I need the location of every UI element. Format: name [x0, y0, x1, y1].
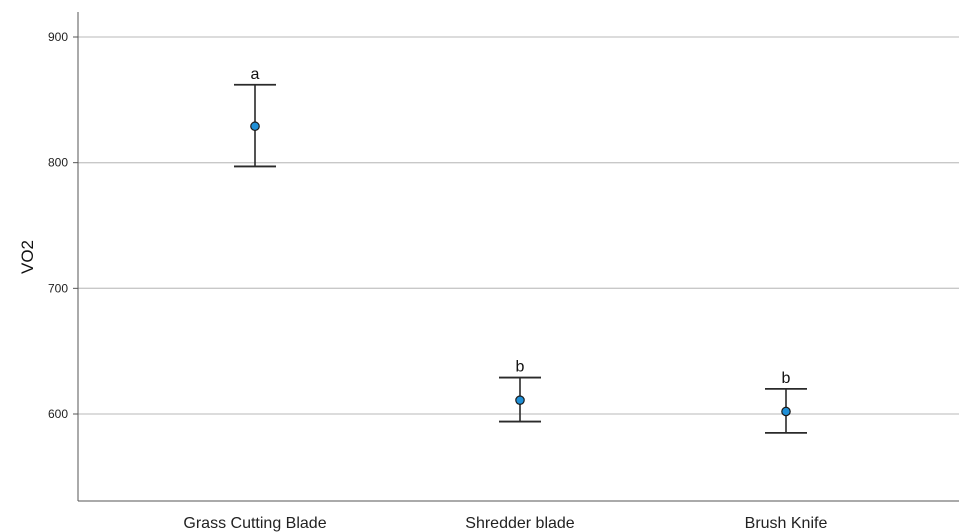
data-marks: a b b: [234, 66, 807, 434]
significance-letter: b: [782, 370, 791, 387]
x-tick-label: Shredder blade: [465, 515, 575, 532]
significance-letter: a: [251, 66, 260, 83]
y-axis-title: VO2: [18, 240, 37, 274]
significance-letter: b: [516, 359, 525, 376]
x-tick-label: Brush Knife: [745, 515, 828, 532]
mean-point: [515, 395, 525, 405]
x-tick-labels: Grass Cutting Blade Shredder blade Brush K…: [183, 515, 827, 532]
axes: [77, 12, 959, 502]
gridlines: [78, 36, 959, 415]
y-tick-label: 600: [48, 407, 68, 421]
x-tick-label: Grass Cutting Blade: [183, 515, 326, 532]
y-tick-label: 900: [48, 30, 68, 44]
mean-point: [781, 406, 791, 417]
y-tick-label: 700: [48, 281, 68, 295]
y-tick-label: 800: [48, 156, 68, 170]
mean-point: [250, 121, 260, 132]
y-tick-labels: 600 700 800 900: [48, 30, 78, 421]
